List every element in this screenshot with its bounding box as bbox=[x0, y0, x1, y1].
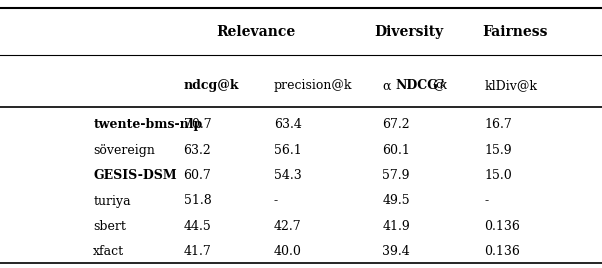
Text: α: α bbox=[382, 79, 391, 92]
Text: 56.1: 56.1 bbox=[274, 144, 302, 157]
Text: 39.4: 39.4 bbox=[382, 245, 410, 258]
Text: 15.0: 15.0 bbox=[485, 169, 512, 182]
Text: klDiv@k: klDiv@k bbox=[485, 79, 538, 92]
Text: 40.0: 40.0 bbox=[274, 245, 302, 258]
Text: 54.3: 54.3 bbox=[274, 169, 302, 182]
Text: 0.136: 0.136 bbox=[485, 245, 521, 258]
Text: 42.7: 42.7 bbox=[274, 220, 302, 233]
Text: k: k bbox=[439, 79, 447, 92]
Text: 41.9: 41.9 bbox=[382, 220, 410, 233]
Text: @: @ bbox=[432, 79, 445, 92]
Text: 44.5: 44.5 bbox=[184, 220, 211, 233]
Text: ndcg@k: ndcg@k bbox=[184, 79, 239, 92]
Text: 49.5: 49.5 bbox=[382, 195, 410, 207]
Text: 0.136: 0.136 bbox=[485, 220, 521, 233]
Text: 15.9: 15.9 bbox=[485, 144, 512, 157]
Text: sbert: sbert bbox=[93, 220, 126, 233]
Text: turiya: turiya bbox=[93, 195, 131, 207]
Text: Diversity: Diversity bbox=[374, 25, 444, 39]
Text: 57.9: 57.9 bbox=[382, 169, 410, 182]
Text: Relevance: Relevance bbox=[216, 25, 296, 39]
Text: NDCG: NDCG bbox=[396, 79, 438, 92]
Text: twente-bms-nlp: twente-bms-nlp bbox=[93, 118, 202, 131]
Text: sövereign: sövereign bbox=[93, 144, 155, 157]
Text: 63.2: 63.2 bbox=[184, 144, 211, 157]
Text: precision@k: precision@k bbox=[274, 79, 352, 92]
Text: 63.4: 63.4 bbox=[274, 118, 302, 131]
Text: 60.1: 60.1 bbox=[382, 144, 410, 157]
Text: 67.2: 67.2 bbox=[382, 118, 410, 131]
Text: -: - bbox=[485, 195, 489, 207]
Text: 51.8: 51.8 bbox=[184, 195, 211, 207]
Text: GESIS-DSM: GESIS-DSM bbox=[93, 169, 177, 182]
Text: 70.7: 70.7 bbox=[184, 118, 211, 131]
Text: -: - bbox=[274, 195, 278, 207]
Text: 41.7: 41.7 bbox=[184, 245, 211, 258]
Text: Fairness: Fairness bbox=[482, 25, 547, 39]
Text: 16.7: 16.7 bbox=[485, 118, 512, 131]
Text: 60.7: 60.7 bbox=[184, 169, 211, 182]
Text: xfact: xfact bbox=[93, 245, 125, 258]
